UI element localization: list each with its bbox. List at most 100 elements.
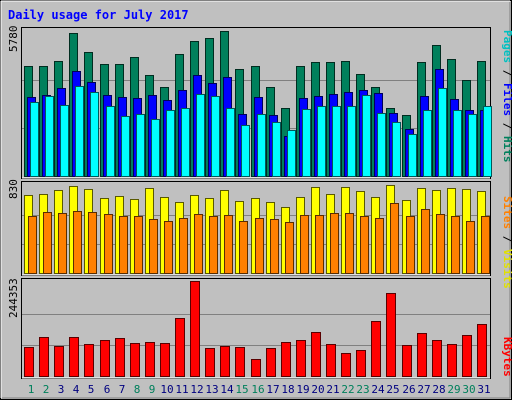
middle-series-legend: Sites / Visits (501, 196, 512, 289)
bar-pages-day-1 (30, 102, 39, 177)
middle-ymax-label: 830 (7, 179, 20, 199)
bar-pages-day-5 (90, 92, 99, 177)
bar-sites-day-10 (164, 221, 173, 274)
bar-kbytes-day-25 (386, 293, 396, 377)
bar-sites-day-14 (224, 215, 233, 274)
bar-pages-day-11 (181, 108, 190, 177)
bottom-series-legend: KBytes (501, 337, 512, 377)
bar-pages-day-2 (45, 96, 54, 177)
x-label-day-3: 3 (58, 383, 65, 396)
bar-kbytes-day-20 (311, 332, 321, 377)
bar-pages-day-27 (423, 110, 432, 177)
bar-kbytes-day-4 (69, 337, 79, 377)
bar-sites-day-23 (360, 216, 369, 274)
bar-kbytes-day-13 (205, 348, 215, 377)
chart-bars (24, 31, 492, 377)
x-label-day-4: 4 (73, 383, 80, 396)
bar-pages-day-13 (211, 96, 220, 177)
bar-kbytes-day-2 (39, 337, 49, 377)
bar-kbytes-day-12 (190, 281, 200, 377)
x-label-day-20: 20 (311, 383, 324, 396)
x-label-day-26: 26 (402, 383, 415, 396)
bar-sites-day-19 (300, 215, 309, 274)
bar-pages-day-20 (317, 106, 326, 177)
x-label-day-22: 22 (341, 383, 354, 396)
x-label-day-18: 18 (281, 383, 294, 396)
bar-pages-day-29 (453, 110, 462, 177)
top-series-legend: Pages / Files / Hits (501, 30, 512, 163)
bar-sites-day-24 (375, 218, 384, 274)
bar-sites-day-3 (58, 213, 67, 274)
bar-pages-day-21 (332, 106, 341, 177)
x-label-day-6: 6 (104, 383, 111, 396)
bar-kbytes-day-3 (54, 346, 64, 377)
bar-pages-day-9 (151, 119, 160, 177)
x-axis-labels: 1 2 3 4 5 6 7 8 9 10 11 12 13 14 15 16 17 18 19 20 21 22 23 24 2… (28, 383, 491, 396)
x-label-day-14: 14 (220, 383, 234, 396)
bar-kbytes-day-11 (175, 318, 185, 377)
bar-pages-day-18 (287, 130, 296, 177)
x-label-day-24: 24 (371, 383, 385, 396)
bar-kbytes-day-8 (130, 343, 140, 377)
legend-top-part-1: / (501, 63, 512, 83)
bar-pages-day-10 (166, 110, 175, 177)
bar-pages-day-4 (75, 86, 84, 177)
bar-sites-day-17 (270, 219, 279, 274)
bar-kbytes-day-30 (462, 335, 472, 377)
bar-pages-day-3 (60, 105, 69, 177)
bar-sites-day-15 (239, 221, 248, 274)
x-label-day-9: 9 (149, 383, 156, 396)
bar-kbytes-day-9 (145, 342, 155, 377)
bar-sites-day-11 (179, 218, 188, 274)
bar-sites-day-25 (390, 203, 399, 274)
legend-middle-part-2: Visits (501, 249, 512, 289)
x-label-day-27: 27 (417, 383, 430, 396)
bar-sites-day-2 (43, 212, 52, 274)
bar-kbytes-day-22 (341, 353, 351, 377)
bar-kbytes-day-31 (477, 324, 487, 377)
x-label-day-12: 12 (190, 383, 203, 396)
bar-sites-day-18 (285, 222, 294, 274)
x-label-day-19: 19 (296, 383, 309, 396)
bar-sites-day-21 (330, 213, 339, 274)
chart-title: Daily usage for July 2017 (8, 8, 189, 22)
bar-kbytes-day-27 (417, 333, 427, 377)
bar-pages-day-22 (347, 106, 356, 177)
bar-sites-day-22 (345, 213, 354, 274)
bar-sites-day-20 (315, 215, 324, 274)
bottom-ymax-label: 244353 (7, 278, 20, 318)
bar-sites-day-26 (406, 216, 415, 274)
bar-kbytes-day-23 (356, 350, 366, 377)
bar-kbytes-day-7 (115, 338, 125, 377)
bar-pages-day-15 (241, 125, 250, 177)
bar-sites-day-8 (134, 216, 143, 274)
x-label-day-17: 17 (266, 383, 279, 396)
bar-kbytes-day-21 (326, 344, 336, 377)
bar-sites-day-12 (194, 214, 203, 274)
x-label-day-16: 16 (251, 383, 264, 396)
legend-top-part-2: Files (501, 83, 512, 116)
x-label-day-2: 2 (43, 383, 50, 396)
x-label-day-11: 11 (175, 383, 188, 396)
bar-pages-day-26 (408, 134, 417, 177)
x-label-day-30: 30 (462, 383, 475, 396)
x-label-day-31: 31 (477, 383, 490, 396)
bar-pages-day-19 (302, 109, 311, 177)
x-label-day-13: 13 (205, 383, 218, 396)
bar-sites-day-28 (436, 214, 445, 274)
legend-top-part-0: Pages (501, 30, 512, 63)
bar-sites-day-6 (104, 214, 113, 274)
bar-kbytes-day-10 (160, 343, 170, 377)
bar-pages-day-17 (272, 122, 281, 177)
bar-kbytes-day-5 (84, 344, 94, 377)
bar-sites-day-27 (421, 209, 430, 274)
legend-top-part-4: Hits (501, 136, 512, 163)
bar-sites-day-5 (88, 212, 97, 274)
legend-bottom-part-0: KBytes (501, 337, 512, 377)
bar-pages-day-7 (121, 116, 130, 177)
bar-sites-day-9 (149, 219, 158, 274)
legend-middle-part-0: Sites (501, 196, 512, 229)
bar-sites-day-31 (481, 216, 490, 274)
